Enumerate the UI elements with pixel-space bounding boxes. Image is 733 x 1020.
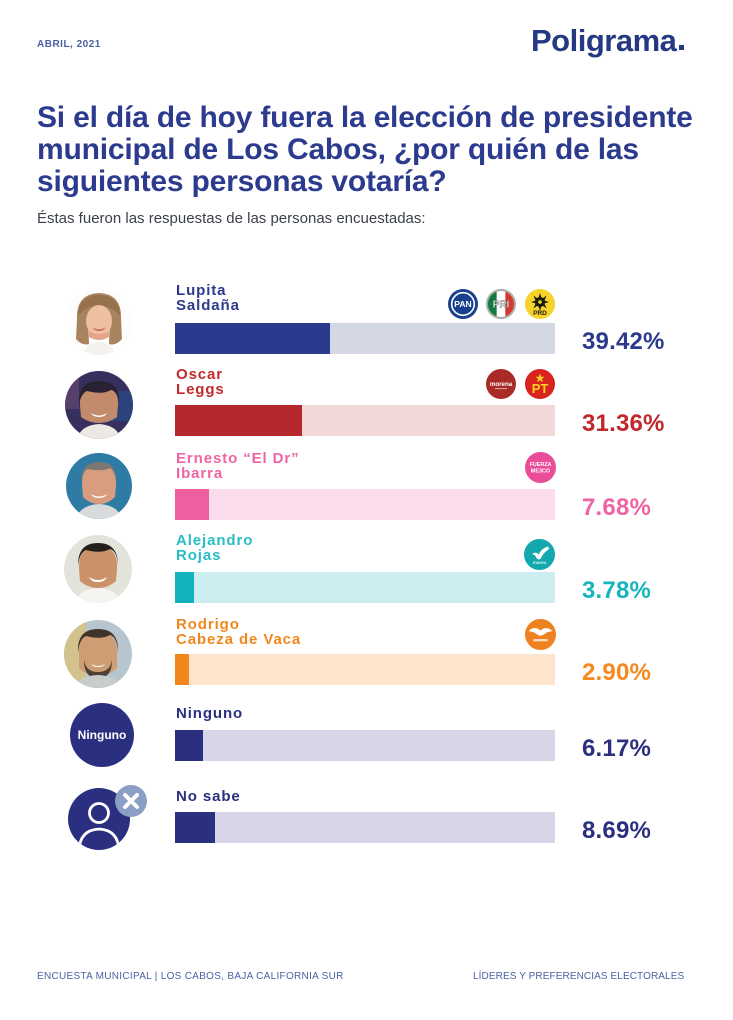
svg-text:PAN: PAN [454,299,472,309]
svg-text:PRI: PRI [493,300,510,311]
svg-text:ME3CO: ME3CO [531,469,550,475]
svg-text:FUERZA: FUERZA [530,462,552,468]
svg-text:morena: morena [490,381,513,388]
svg-text:PT: PT [532,381,549,396]
svg-text:PRD: PRD [533,310,547,317]
svg-text:marea: marea [533,560,547,565]
